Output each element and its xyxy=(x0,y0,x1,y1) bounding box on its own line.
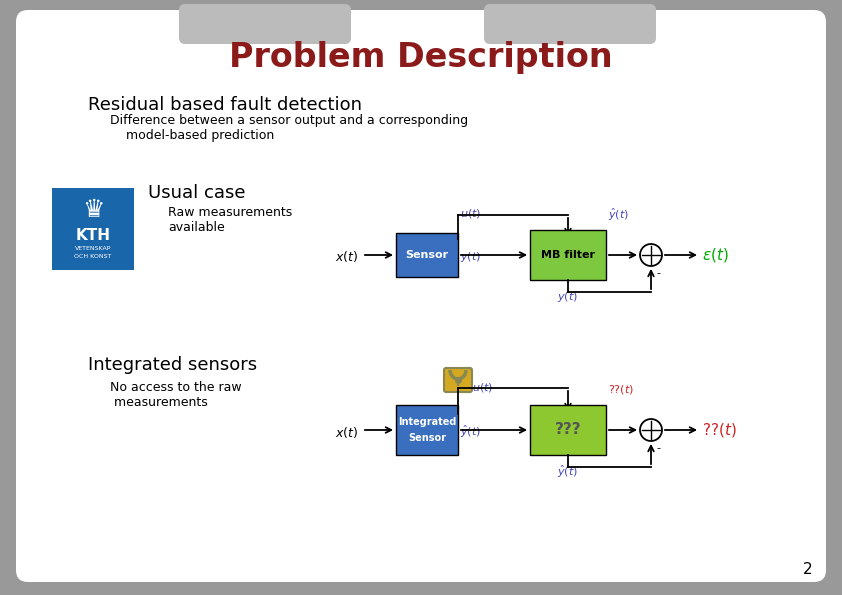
Text: $x(t)$: $x(t)$ xyxy=(334,424,358,440)
Text: VETENSKAP: VETENSKAP xyxy=(75,246,111,250)
Text: Usual case: Usual case xyxy=(148,184,246,202)
FancyBboxPatch shape xyxy=(52,188,134,270)
Text: Sensor: Sensor xyxy=(408,433,446,443)
Text: $\varepsilon(t)$: $\varepsilon(t)$ xyxy=(702,246,728,264)
FancyBboxPatch shape xyxy=(530,405,606,455)
Text: -: - xyxy=(656,443,660,453)
FancyBboxPatch shape xyxy=(16,10,826,582)
FancyBboxPatch shape xyxy=(396,405,458,455)
Text: $\hat{y}(t)$: $\hat{y}(t)$ xyxy=(608,207,629,223)
FancyBboxPatch shape xyxy=(530,230,606,280)
FancyBboxPatch shape xyxy=(179,4,351,44)
Text: Difference between a sensor output and a corresponding
    model-based predictio: Difference between a sensor output and a… xyxy=(110,114,468,142)
Text: ???: ??? xyxy=(555,422,581,437)
Text: $u(t)$: $u(t)$ xyxy=(472,381,493,394)
Text: Integrated sensors: Integrated sensors xyxy=(88,356,257,374)
FancyBboxPatch shape xyxy=(484,4,656,44)
Text: Residual based fault detection: Residual based fault detection xyxy=(88,96,362,114)
Text: Sensor: Sensor xyxy=(406,250,449,260)
Text: OCH KONST: OCH KONST xyxy=(74,253,112,258)
FancyBboxPatch shape xyxy=(444,368,472,392)
Text: ♛: ♛ xyxy=(82,198,104,222)
Text: Problem Description: Problem Description xyxy=(229,42,613,74)
Text: $y(t)$: $y(t)$ xyxy=(460,250,481,264)
Text: $x(t)$: $x(t)$ xyxy=(334,249,358,265)
Text: $\hat{y}(t)$: $\hat{y}(t)$ xyxy=(557,464,578,480)
Text: $??(t)$: $??(t)$ xyxy=(608,384,634,396)
Text: $??(t)$: $??(t)$ xyxy=(702,421,737,439)
Text: $y(t)$: $y(t)$ xyxy=(557,290,578,304)
FancyBboxPatch shape xyxy=(396,233,458,277)
Text: $u(t)$: $u(t)$ xyxy=(460,206,481,220)
Text: $\hat{y}(t)$: $\hat{y}(t)$ xyxy=(460,424,481,440)
Text: -: - xyxy=(656,268,660,278)
Text: MB filter: MB filter xyxy=(541,250,595,260)
Text: No access to the raw
 measurements: No access to the raw measurements xyxy=(110,381,242,409)
Text: Integrated: Integrated xyxy=(397,417,456,427)
Text: Raw measurements
available: Raw measurements available xyxy=(168,206,292,234)
Text: 2: 2 xyxy=(803,562,813,578)
Text: KTH: KTH xyxy=(76,228,110,243)
